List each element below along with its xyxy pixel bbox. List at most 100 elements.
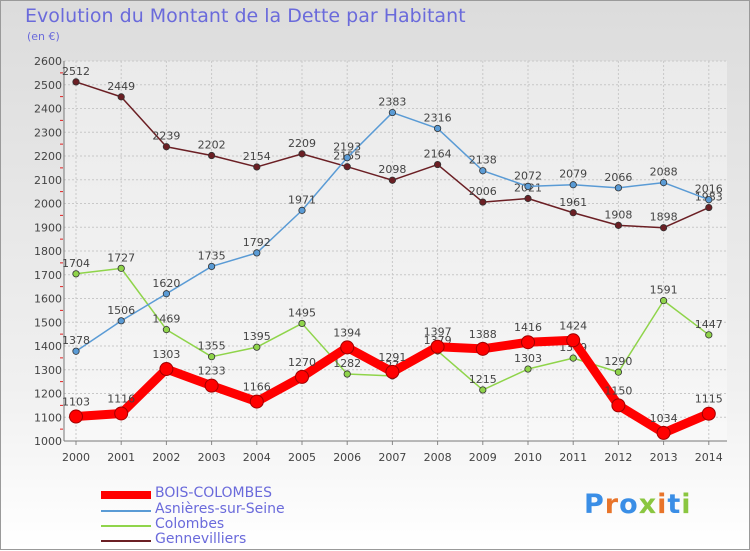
data-point-gennevilliers xyxy=(388,176,396,184)
chart-title: Evolution du Montant de la Dette par Hab… xyxy=(25,5,466,27)
y-tick-label: 2200 xyxy=(34,150,62,163)
data-label-gennevilliers: 2209 xyxy=(288,137,316,150)
data-label-colombes: 1355 xyxy=(198,340,226,353)
data-label-colombes: 1447 xyxy=(695,318,723,331)
data-point-asni-res-sur-seine xyxy=(479,167,487,175)
data-point-asni-res-sur-seine xyxy=(388,108,396,117)
data-label-bois-colombes: 1166 xyxy=(243,381,271,394)
data-label-asni-res-sur-seine: 1792 xyxy=(243,236,271,249)
data-point-bois-colombes xyxy=(295,369,309,384)
logo-letter: P xyxy=(584,489,605,520)
x-tick-label: 2014 xyxy=(695,451,723,464)
data-point-asni-res-sur-seine xyxy=(433,124,442,133)
data-point-bois-colombes xyxy=(475,341,490,356)
data-point-bois-colombes xyxy=(566,333,581,348)
data-label-bois-colombes: 1394 xyxy=(333,326,361,339)
data-point-bois-colombes xyxy=(385,364,400,379)
data-label-colombes: 1303 xyxy=(514,352,542,365)
data-label-bois-colombes: 1103 xyxy=(62,396,90,409)
data-point-colombes xyxy=(659,297,668,305)
data-label-asni-res-sur-seine: 1378 xyxy=(62,334,90,347)
x-tick-label: 2012 xyxy=(604,451,632,464)
x-tick-label: 2006 xyxy=(333,451,361,464)
data-label-asni-res-sur-seine: 2016 xyxy=(695,183,723,196)
legend-swatch-asnieres xyxy=(101,510,151,512)
y-tick-label: 2600 xyxy=(34,55,62,68)
data-point-bois-colombes xyxy=(701,406,716,421)
data-label-asni-res-sur-seine: 1971 xyxy=(288,193,316,206)
legend-item-asnieres: Asnières-sur-Seine xyxy=(101,501,361,519)
data-point-bois-colombes xyxy=(340,340,355,355)
legend-swatch-gennevilliers xyxy=(101,540,151,542)
data-label-colombes: 1591 xyxy=(650,284,678,297)
proxiti-logo: Proxiti xyxy=(584,489,692,520)
data-point-asni-res-sur-seine xyxy=(298,206,306,214)
data-label-bois-colombes: 1397 xyxy=(424,326,452,339)
legend-label-gennevilliers: Gennevilliers xyxy=(155,531,247,547)
logo-letter: x xyxy=(638,489,658,520)
data-point-gennevilliers xyxy=(117,93,125,101)
y-tick-label: 2000 xyxy=(34,198,62,211)
data-label-asni-res-sur-seine: 2316 xyxy=(424,111,452,124)
y-tick-label: 1400 xyxy=(34,340,62,353)
data-label-gennevilliers: 1908 xyxy=(604,208,632,221)
logo-letter: r xyxy=(604,489,620,520)
data-label-asni-res-sur-seine: 2138 xyxy=(469,154,497,167)
data-label-bois-colombes: 1303 xyxy=(152,348,180,361)
logo-letter: i xyxy=(657,489,668,520)
data-point-gennevilliers xyxy=(433,160,442,169)
data-label-gennevilliers: 1961 xyxy=(559,196,587,209)
x-tick-label: 2004 xyxy=(243,451,271,464)
data-label-colombes: 1395 xyxy=(243,330,271,343)
y-tick-label: 1500 xyxy=(34,316,62,329)
y-tick-label: 2500 xyxy=(34,79,62,92)
data-point-colombes xyxy=(298,319,306,328)
y-tick-label: 1300 xyxy=(34,364,62,377)
data-label-bois-colombes: 1416 xyxy=(514,321,542,334)
x-tick-label: 2009 xyxy=(469,451,497,464)
data-label-colombes: 1282 xyxy=(333,357,361,370)
x-tick-label: 2008 xyxy=(424,451,452,464)
y-tick-label: 1800 xyxy=(34,245,62,258)
data-label-colombes: 1727 xyxy=(107,251,135,264)
y-tick-label: 1600 xyxy=(34,293,62,306)
data-point-bois-colombes xyxy=(159,362,174,377)
data-label-bois-colombes: 1116 xyxy=(107,392,135,405)
data-label-asni-res-sur-seine: 2383 xyxy=(378,96,406,109)
legend-swatch-bois-colombes xyxy=(101,491,151,499)
data-point-asni-res-sur-seine xyxy=(72,347,80,355)
data-point-colombes xyxy=(208,353,216,361)
logo-letter: o xyxy=(619,489,639,520)
y-tick-label: 1000 xyxy=(34,435,62,448)
data-point-gennevilliers xyxy=(72,78,80,86)
data-label-gennevilliers: 2239 xyxy=(152,130,180,143)
x-tick-label: 2005 xyxy=(288,451,316,464)
data-point-gennevilliers xyxy=(162,143,170,151)
data-label-bois-colombes: 1424 xyxy=(559,319,587,332)
data-point-bois-colombes xyxy=(69,409,83,424)
data-point-gennevilliers xyxy=(253,163,261,171)
data-label-bois-colombes: 1270 xyxy=(288,356,316,369)
y-tick-label: 2100 xyxy=(34,174,62,187)
legend-item-gennevilliers: Gennevilliers xyxy=(101,531,361,549)
data-point-bois-colombes xyxy=(204,378,219,393)
data-point-asni-res-sur-seine xyxy=(343,154,351,162)
x-tick-label: 2013 xyxy=(650,451,678,464)
x-tick-label: 2007 xyxy=(378,451,406,464)
y-tick-label: 1700 xyxy=(34,269,62,282)
data-point-colombes xyxy=(343,370,351,378)
data-point-bois-colombes xyxy=(430,339,445,354)
data-label-bois-colombes: 1115 xyxy=(695,393,723,406)
data-label-asni-res-sur-seine: 2088 xyxy=(650,166,678,179)
y-tick-label: 1200 xyxy=(34,388,62,401)
data-label-bois-colombes: 1150 xyxy=(604,384,632,397)
legend-label-colombes: Colombes xyxy=(155,516,225,532)
data-label-gennevilliers: 2164 xyxy=(424,148,452,161)
data-point-asni-res-sur-seine xyxy=(614,184,623,192)
data-point-gennevilliers xyxy=(614,221,623,229)
data-label-gennevilliers: 2512 xyxy=(62,65,90,78)
data-point-colombes xyxy=(524,365,532,373)
data-label-gennevilliers: 1898 xyxy=(650,211,678,224)
y-tick-label: 2300 xyxy=(34,126,62,139)
